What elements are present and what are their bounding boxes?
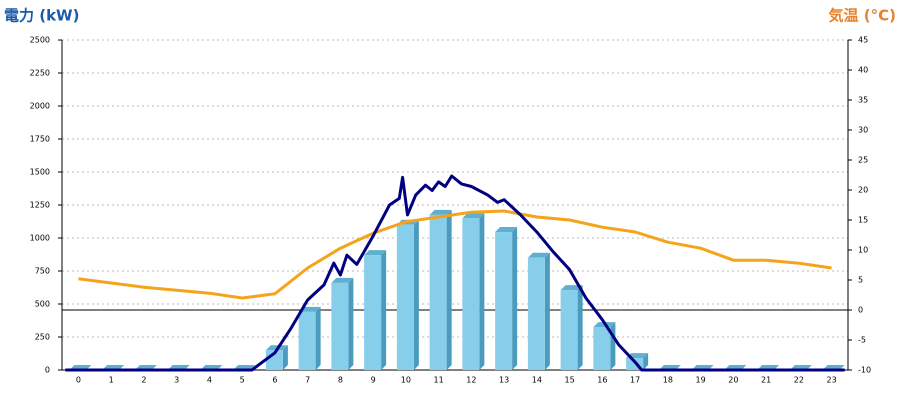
x-tick-label: 2 (141, 376, 146, 385)
x-tick-label: 4 (207, 376, 212, 385)
bar-front (527, 257, 545, 370)
y2-tick-label: 0 (858, 306, 863, 315)
y2-tick-label: 40 (858, 66, 868, 75)
line (78, 209, 832, 300)
bar-front (462, 218, 480, 370)
x-tick-label: 9 (371, 376, 376, 385)
y2-tick-label: 20 (858, 186, 868, 195)
bar-top (527, 252, 550, 258)
y-tick-label: 1000 (30, 234, 50, 243)
bar (462, 213, 485, 370)
y-tick-label: 2500 (30, 36, 50, 45)
bar-side (544, 252, 550, 370)
x-tick-label: 17 (630, 376, 640, 385)
bar-front (396, 224, 414, 370)
bar-front (593, 327, 611, 370)
bar-top (495, 227, 518, 233)
bar-top (364, 250, 387, 256)
bar-side (348, 277, 354, 370)
x-tick-label: 20 (728, 376, 738, 385)
y2-axis-title: 気温 (°C) (829, 7, 896, 25)
y2-tick-label: 5 (858, 276, 863, 285)
bar-side (479, 213, 485, 370)
bar-side (512, 227, 518, 370)
bar (298, 306, 321, 370)
x-tick-label: 6 (272, 376, 277, 385)
x-tick-label: 15 (565, 376, 575, 385)
y-axis-title: 電力 (kW) (4, 7, 79, 25)
bar (429, 209, 452, 370)
bar-front (560, 290, 578, 370)
bar-top (331, 277, 354, 283)
x-tick-label: 23 (827, 376, 837, 385)
y2-tick-label: 15 (858, 216, 868, 225)
x-tick-label: 5 (240, 376, 245, 385)
bar (364, 250, 387, 370)
y2-tick-label: 45 (858, 36, 868, 45)
bar-side (446, 209, 452, 370)
y2-tick-label: 10 (858, 246, 868, 255)
x-tick-label: 0 (76, 376, 81, 385)
bar-side (381, 250, 387, 370)
x-tick-label: 8 (338, 376, 343, 385)
y-tick-label: 250 (35, 333, 50, 342)
x-tick-label: 16 (597, 376, 607, 385)
x-tick-label: 7 (305, 376, 310, 385)
bar (331, 277, 354, 370)
bar (495, 227, 518, 370)
bar-top (462, 213, 485, 219)
bar (396, 219, 419, 370)
bar (560, 285, 583, 370)
x-tick-label: 22 (794, 376, 804, 385)
x-tick-label: 19 (696, 376, 706, 385)
y-tick-label: 500 (35, 300, 50, 309)
bar-side (643, 353, 649, 370)
bar (593, 322, 616, 370)
bar-top (429, 209, 452, 215)
y-tick-label: 2000 (30, 102, 50, 111)
x-tick-label: 21 (761, 376, 771, 385)
bar-side (413, 219, 419, 370)
bar-side (282, 345, 288, 370)
line (65, 174, 845, 372)
bar-front (495, 232, 513, 370)
bar-front (331, 282, 349, 370)
x-tick-label: 18 (663, 376, 673, 385)
x-tick-label: 12 (466, 376, 476, 385)
y-tick-label: 2250 (30, 69, 50, 78)
y2-tick-label: 35 (858, 96, 868, 105)
bar-front (298, 311, 316, 370)
y-tick-label: 1750 (30, 135, 50, 144)
y-tick-label: 750 (35, 267, 50, 276)
bar-top (560, 285, 583, 291)
bar-side (315, 306, 321, 370)
y-tick-label: 0 (45, 366, 50, 375)
x-tick-label: 1 (109, 376, 114, 385)
x-tick-label: 14 (532, 376, 542, 385)
x-tick-label: 13 (499, 376, 509, 385)
bar-front (364, 255, 382, 370)
bar-side (610, 322, 616, 370)
y2-tick-label: 30 (858, 126, 868, 135)
bar-side (577, 285, 583, 370)
x-tick-label: 11 (434, 376, 444, 385)
bar (527, 252, 550, 370)
y-tick-label: 1250 (30, 201, 50, 210)
bar-front (429, 214, 447, 370)
bar-front (626, 358, 644, 370)
y2-tick-label: 25 (858, 156, 868, 165)
y2-tick-label: -10 (858, 366, 871, 375)
y2-tick-label: -5 (858, 336, 866, 345)
x-tick-label: 3 (174, 376, 179, 385)
y-tick-label: 1500 (30, 168, 50, 177)
x-tick-label: 10 (401, 376, 411, 385)
